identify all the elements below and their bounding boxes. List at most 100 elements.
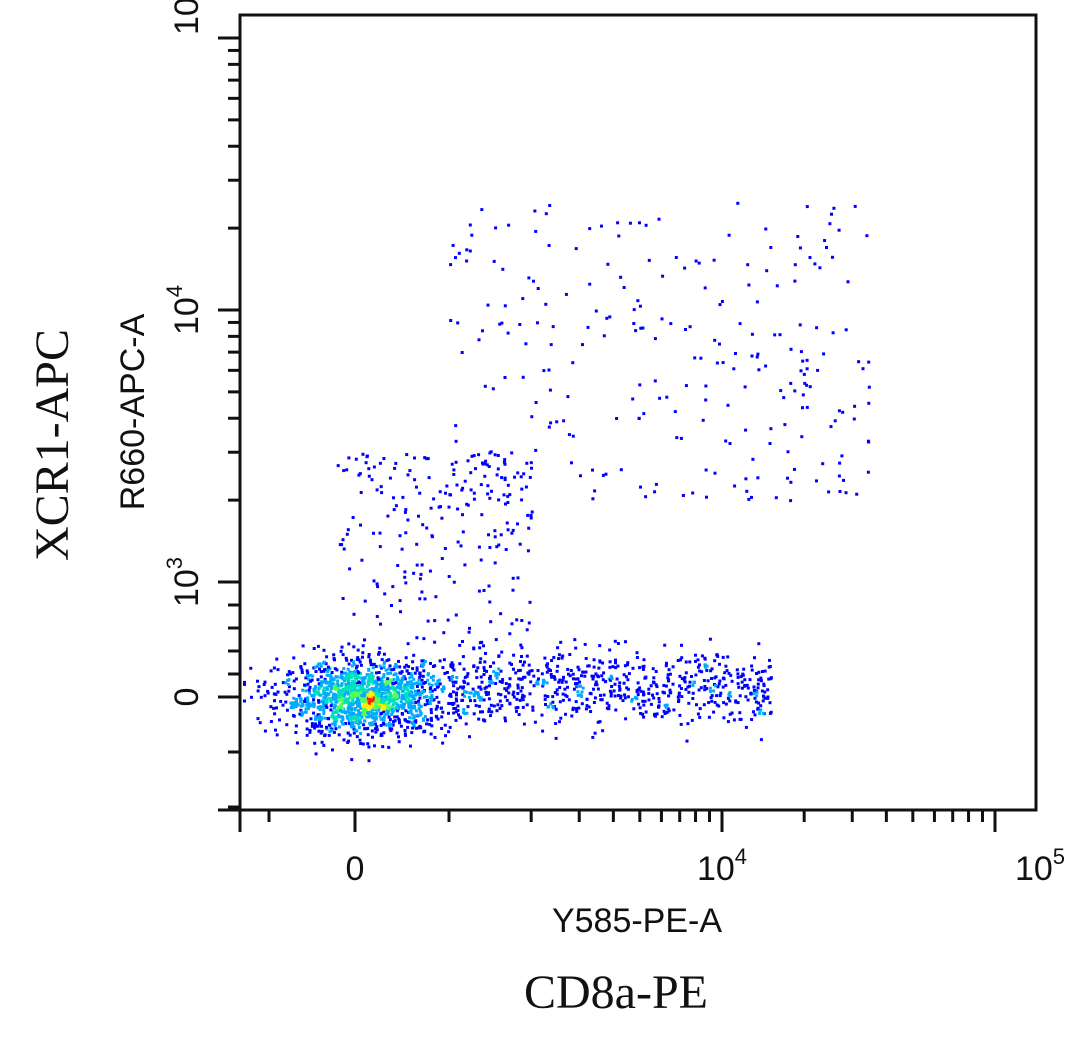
event-dot <box>404 531 408 535</box>
event-dot <box>489 703 493 707</box>
event-dot <box>702 679 706 682</box>
event-dot <box>391 585 395 589</box>
event-dot <box>752 685 756 689</box>
event-dot <box>476 666 480 670</box>
event-dot <box>591 677 595 681</box>
event-dot <box>375 582 379 586</box>
event-dot <box>351 688 355 692</box>
event-dot <box>638 383 642 387</box>
event-dot <box>352 683 356 687</box>
event-dot <box>355 696 359 700</box>
event-dot <box>465 711 469 715</box>
event-dot <box>497 498 501 502</box>
event-dot <box>548 388 552 392</box>
event-dot <box>469 488 473 492</box>
y-tick-label-1e5: 105 <box>162 0 206 35</box>
event-dot <box>386 677 390 681</box>
event-dot <box>738 711 742 715</box>
event-dot <box>793 389 797 393</box>
event-dot <box>472 646 476 650</box>
event-dot <box>347 701 351 705</box>
event-dot <box>355 720 359 723</box>
event-dot <box>418 577 422 581</box>
event-dot <box>338 689 342 693</box>
event-dot <box>684 328 687 331</box>
event-dot <box>813 262 817 266</box>
event-dot <box>366 693 370 697</box>
event-dot <box>340 689 344 693</box>
event-dot <box>404 692 408 695</box>
event-dot <box>440 715 444 719</box>
event-dot <box>411 667 415 671</box>
event-dot <box>385 708 389 712</box>
event-dot <box>832 206 836 210</box>
event-dot <box>679 722 683 726</box>
event-dot <box>308 679 312 683</box>
event-dot <box>546 662 549 666</box>
event-dot <box>738 717 742 721</box>
event-dot <box>613 682 617 686</box>
event-dot <box>545 663 549 667</box>
event-dot <box>269 705 273 709</box>
event-dot <box>338 692 342 696</box>
event-dot <box>390 604 393 607</box>
event-dot <box>342 469 346 473</box>
event-dot <box>377 708 381 712</box>
event-dot <box>361 713 365 717</box>
event-dot <box>329 679 333 683</box>
event-dot <box>394 688 397 692</box>
event-dot <box>614 661 617 665</box>
event-dot <box>353 670 357 674</box>
event-dot <box>425 526 429 530</box>
event-dot <box>465 248 469 252</box>
event-dot <box>534 401 538 404</box>
event-dot <box>359 717 363 721</box>
event-dot <box>308 691 312 695</box>
event-dot <box>360 694 364 697</box>
event-dot <box>397 735 400 739</box>
event-dot <box>323 716 327 720</box>
event-dot <box>801 406 804 410</box>
event-dot <box>516 692 520 695</box>
event-dot <box>574 247 578 251</box>
event-dot <box>407 665 411 669</box>
event-dot <box>358 711 362 715</box>
event-dot <box>435 705 439 709</box>
event-dot <box>755 690 759 694</box>
event-dot <box>377 700 381 704</box>
event-dot <box>626 661 630 665</box>
event-dot <box>363 638 366 642</box>
event-dot <box>616 664 620 668</box>
event-dot <box>547 667 551 671</box>
event-dot <box>368 690 372 694</box>
event-dot <box>852 417 856 421</box>
event-dot <box>380 658 384 662</box>
event-dot <box>695 703 698 707</box>
event-dot <box>323 677 327 681</box>
event-dot <box>294 724 298 728</box>
event-dot <box>270 685 274 689</box>
event-dot <box>485 685 489 689</box>
event-dot <box>779 389 783 393</box>
event-dot <box>323 688 327 692</box>
event-dot <box>369 660 373 664</box>
event-dot <box>340 707 344 710</box>
event-dot <box>532 279 535 283</box>
event-dot <box>475 676 479 680</box>
event-dot <box>367 679 371 683</box>
event-dot <box>867 440 871 444</box>
event-dot <box>492 661 496 665</box>
event-dot <box>384 698 387 702</box>
event-dot <box>647 687 651 691</box>
event-dot <box>367 655 371 659</box>
event-dot <box>393 707 396 711</box>
event-dot <box>393 466 397 470</box>
event-dot <box>541 684 545 688</box>
event-dot <box>392 699 396 703</box>
event-dot <box>568 674 572 678</box>
event-dot <box>426 702 430 706</box>
event-dot <box>361 452 365 456</box>
event-dot <box>394 461 398 465</box>
event-dot <box>455 483 459 487</box>
event-dot <box>384 723 388 727</box>
